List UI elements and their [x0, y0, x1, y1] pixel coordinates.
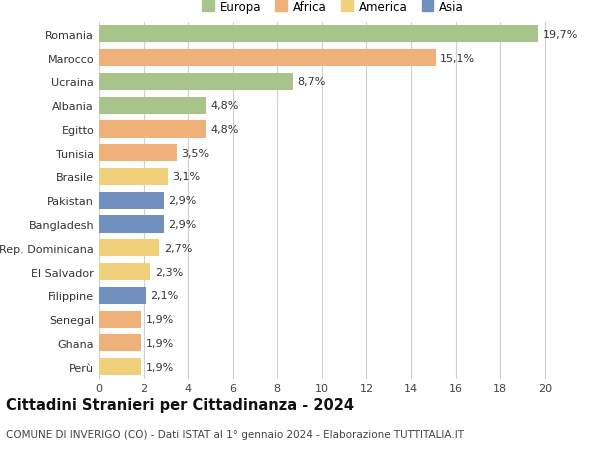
Text: Cittadini Stranieri per Cittadinanza - 2024: Cittadini Stranieri per Cittadinanza - 2…: [6, 397, 354, 412]
Bar: [99, 240, 159, 257]
Text: COMUNE DI INVERIGO (CO) - Dati ISTAT al 1° gennaio 2024 - Elaborazione TUTTITALI: COMUNE DI INVERIGO (CO) - Dati ISTAT al …: [6, 429, 464, 439]
Bar: [99, 358, 142, 375]
Bar: [99, 26, 538, 43]
Bar: [99, 287, 146, 304]
Text: 4,8%: 4,8%: [211, 101, 239, 111]
Bar: [99, 168, 168, 185]
Bar: [99, 263, 150, 280]
Legend: Europa, Africa, America, Asia: Europa, Africa, America, Asia: [202, 0, 464, 13]
Text: 3,1%: 3,1%: [173, 172, 200, 182]
Bar: [99, 216, 164, 233]
Text: 2,7%: 2,7%: [164, 243, 192, 253]
Text: 2,3%: 2,3%: [155, 267, 183, 277]
Bar: [99, 97, 206, 114]
Text: 19,7%: 19,7%: [542, 30, 578, 40]
Bar: [99, 335, 142, 352]
Bar: [99, 192, 164, 209]
Text: 1,9%: 1,9%: [146, 314, 174, 325]
Text: 15,1%: 15,1%: [440, 54, 475, 63]
Text: 2,9%: 2,9%: [168, 196, 196, 206]
Bar: [99, 50, 436, 67]
Text: 2,9%: 2,9%: [168, 219, 196, 230]
Text: 3,5%: 3,5%: [181, 148, 209, 158]
Bar: [99, 74, 293, 91]
Bar: [99, 121, 206, 138]
Text: 4,8%: 4,8%: [211, 125, 239, 134]
Bar: [99, 311, 142, 328]
Text: 1,9%: 1,9%: [146, 338, 174, 348]
Text: 2,1%: 2,1%: [150, 291, 179, 301]
Text: 1,9%: 1,9%: [146, 362, 174, 372]
Text: 8,7%: 8,7%: [298, 77, 326, 87]
Bar: [99, 145, 177, 162]
